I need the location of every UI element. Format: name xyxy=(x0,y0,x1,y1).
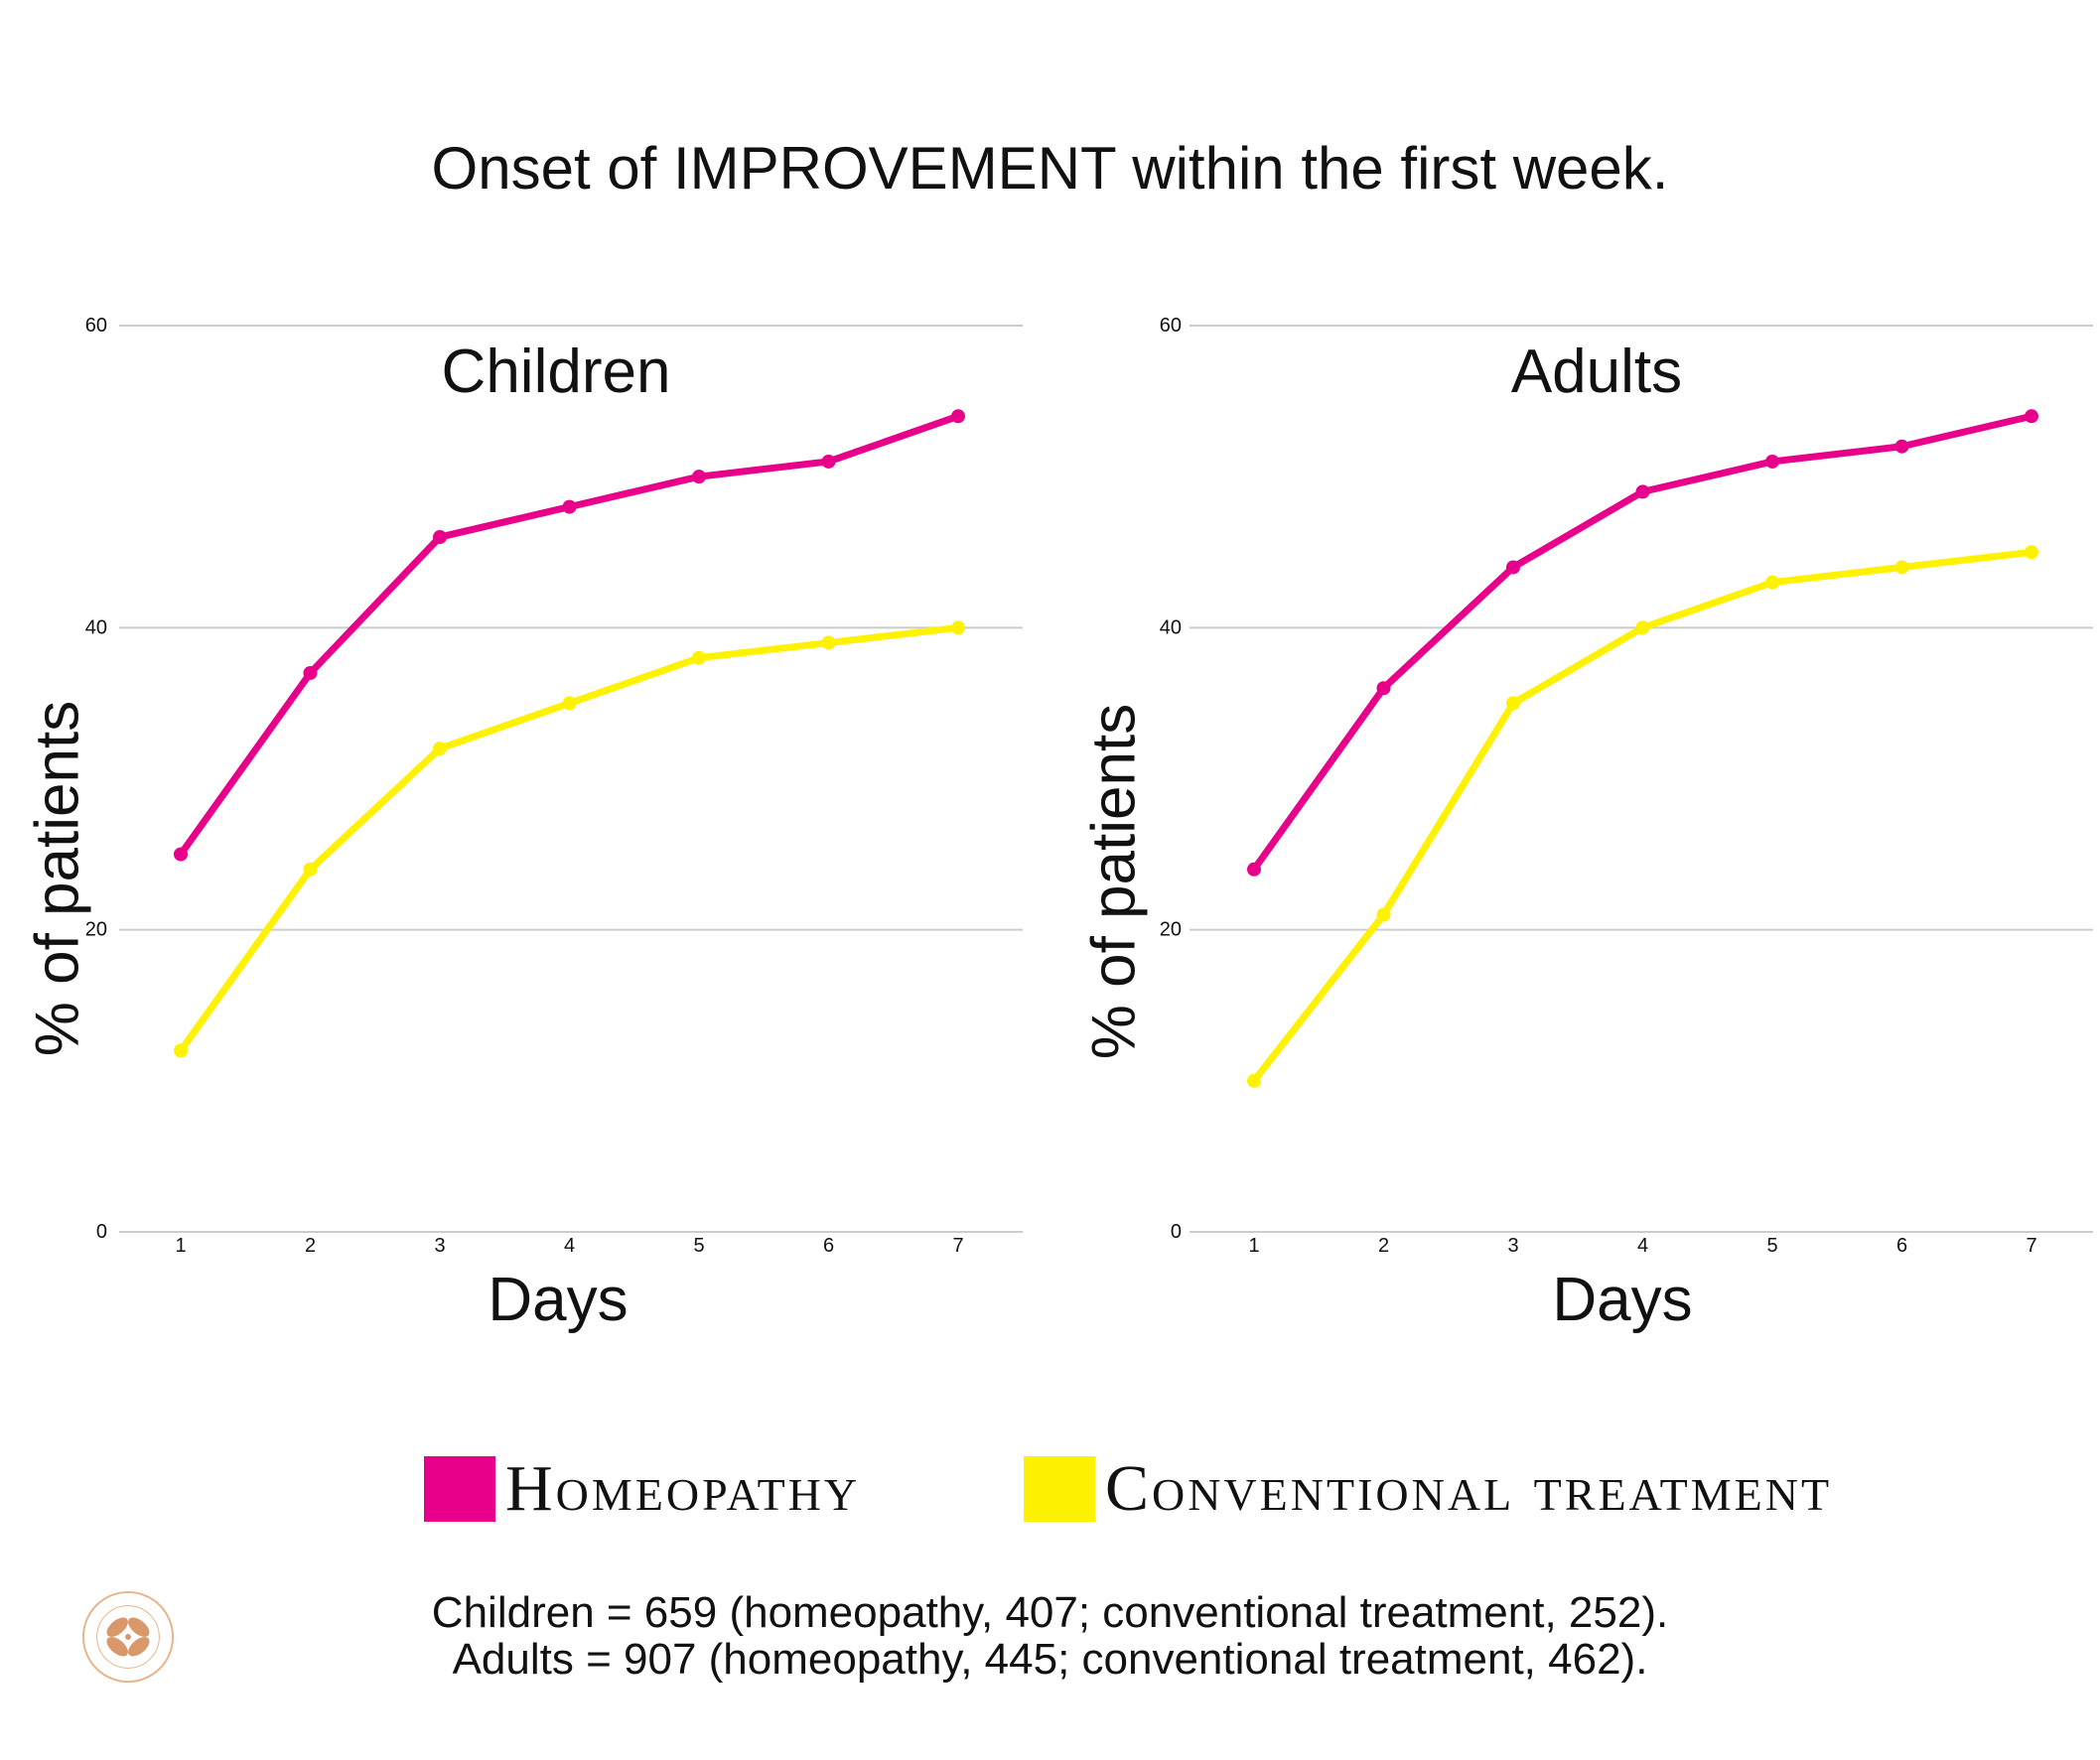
data-point-conventional xyxy=(951,620,965,635)
x-tick-label: 5 xyxy=(1766,1235,1777,1257)
data-point-conventional xyxy=(1506,696,1520,711)
data-point-homeopathy xyxy=(174,847,188,862)
x-axis-label: Days xyxy=(488,1266,628,1334)
series-line-homeopathy xyxy=(1250,412,2035,874)
data-point-homeopathy xyxy=(433,530,447,545)
y-tick-label: 60 xyxy=(1160,315,1182,337)
y-tick-label: 0 xyxy=(96,1221,107,1243)
x-tick-label: 7 xyxy=(2026,1235,2036,1257)
x-tick-label: 6 xyxy=(823,1235,834,1257)
data-point-homeopathy xyxy=(1894,439,1909,454)
data-point-homeopathy xyxy=(951,409,965,424)
y-tick-label: 20 xyxy=(85,919,107,941)
data-point-conventional xyxy=(692,650,706,665)
x-tick-label: 4 xyxy=(1637,1235,1648,1257)
data-point-conventional xyxy=(174,1043,188,1058)
y-tick-label: 40 xyxy=(85,616,107,638)
chart-children: 0 20 40 60 1 2 3 4 5 6 7 Children Days % of patients xyxy=(23,315,1023,1334)
x-tick-label: 3 xyxy=(1507,1235,1518,1257)
data-point-homeopathy xyxy=(1247,862,1261,877)
x-tick-label: 5 xyxy=(693,1235,704,1257)
x-tick-label: 2 xyxy=(1378,1235,1389,1257)
chart-title: Children xyxy=(442,338,671,406)
y-tick-label: 60 xyxy=(85,315,107,337)
y-tick-label: 20 xyxy=(1160,919,1182,941)
x-tick-label: 3 xyxy=(434,1235,445,1257)
x-tick-label: 4 xyxy=(564,1235,575,1257)
data-point-conventional xyxy=(1635,620,1650,635)
data-point-homeopathy xyxy=(1635,484,1650,499)
data-point-homeopathy xyxy=(562,499,577,514)
data-point-homeopathy xyxy=(303,665,318,680)
x-axis-label: Days xyxy=(1552,1266,1692,1334)
y-axis-label: % of patients xyxy=(23,701,91,1056)
legend-label-conventional: Conventional treatment xyxy=(1105,1452,1833,1525)
y-axis-label: % of patients xyxy=(1079,704,1148,1059)
legend-item-homeopathy: Homeopathy xyxy=(424,1451,860,1527)
y-tick-label: 0 xyxy=(1171,1221,1182,1243)
chart-adults: 0 20 40 60 1 2 3 4 5 6 7 Adults Days % of patients xyxy=(1079,315,2093,1334)
data-point-homeopathy xyxy=(692,470,706,484)
x-tick-label: 6 xyxy=(1896,1235,1907,1257)
data-point-conventional xyxy=(562,696,577,711)
data-point-conventional xyxy=(303,862,318,877)
data-point-conventional xyxy=(433,742,447,756)
x-tick-label: 1 xyxy=(175,1235,186,1257)
x-tick-label: 2 xyxy=(305,1235,316,1257)
footnote-adults: Adults = 907 (homeopathy, 445; conventio… xyxy=(452,1635,1648,1684)
footnote-children: Children = 659 (homeopathy, 407; convent… xyxy=(431,1588,1669,1637)
legend-item-conventional: Conventional treatment xyxy=(1024,1451,1832,1527)
data-point-homeopathy xyxy=(821,454,836,469)
legend-swatch-conventional xyxy=(1024,1456,1095,1522)
y-tick-label: 40 xyxy=(1160,616,1182,638)
page-title: Onset of IMPROVEMENT within the first we… xyxy=(431,135,1669,202)
brand-logo xyxy=(81,1590,175,1684)
data-point-homeopathy xyxy=(2025,409,2038,424)
data-point-conventional xyxy=(1765,575,1779,590)
legend: Homeopathy Conventional treatment xyxy=(0,1451,2100,1531)
legend-swatch-homeopathy xyxy=(424,1456,495,1522)
data-point-conventional xyxy=(1376,907,1391,922)
x-tick-label: 1 xyxy=(1248,1235,1259,1257)
data-point-conventional xyxy=(1247,1073,1261,1088)
data-point-conventional xyxy=(821,635,836,650)
x-tick-label: 7 xyxy=(952,1235,963,1257)
data-point-homeopathy xyxy=(1506,560,1520,575)
data-point-conventional xyxy=(1894,560,1909,575)
data-point-homeopathy xyxy=(1765,454,1779,469)
chart-title: Adults xyxy=(1511,338,1682,406)
legend-label-homeopathy: Homeopathy xyxy=(505,1452,861,1525)
data-point-conventional xyxy=(2025,545,2038,560)
data-point-homeopathy xyxy=(1376,681,1391,696)
